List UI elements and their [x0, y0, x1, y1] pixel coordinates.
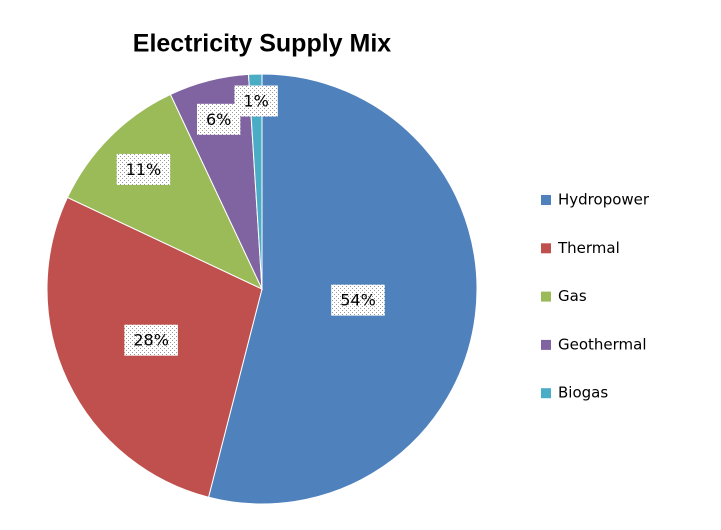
data-label-box — [234, 85, 278, 117]
legend-swatch — [541, 291, 551, 302]
data-label: 54% — [340, 291, 376, 310]
legend-label: Biogas — [558, 384, 608, 402]
data-label-box — [124, 324, 178, 356]
legend-label: Thermal — [557, 239, 620, 257]
pie-slice — [247, 73, 263, 290]
legend-swatch — [541, 243, 551, 254]
data-label-box — [331, 284, 385, 316]
data-label-box — [116, 153, 171, 185]
pie-slice — [66, 93, 264, 291]
data-label: 6% — [206, 110, 231, 129]
legend-swatch — [541, 195, 551, 205]
legend-label: Hydropower — [558, 191, 650, 209]
legend-swatch — [541, 388, 551, 399]
data-label: 11% — [126, 160, 162, 179]
legend-swatch — [541, 339, 551, 350]
chart-title: Electricity Supply Mix — [133, 30, 392, 58]
data-label: 28% — [133, 331, 169, 350]
legend-label: Gas — [558, 287, 587, 305]
data-label: 1% — [243, 92, 268, 111]
legend-label: Geothermal — [558, 335, 647, 353]
data-label-box — [196, 103, 241, 135]
